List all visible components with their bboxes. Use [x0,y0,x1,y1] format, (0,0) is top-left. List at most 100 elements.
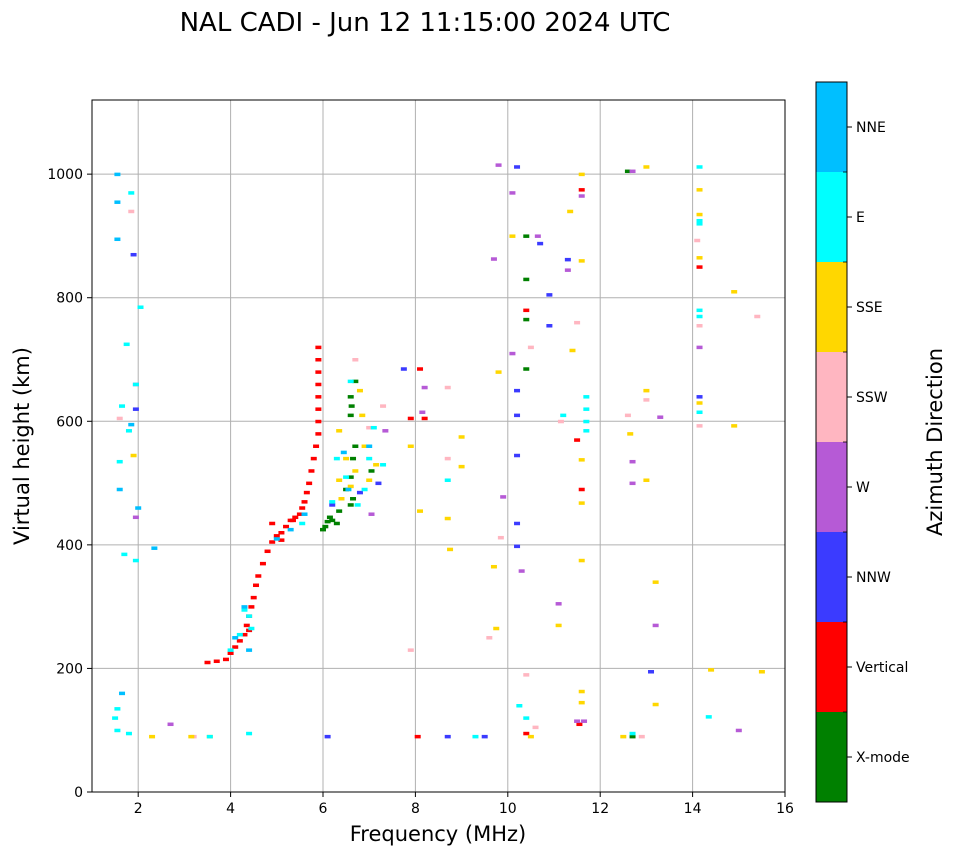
echo-point-vertical [315,419,322,424]
echo-point-x-mode [523,234,530,238]
echo-point-nnw [564,257,571,262]
echo-point-x-mode [352,444,359,448]
colorbar-swatch [816,532,847,622]
echo-point-e [523,716,530,720]
echo-point-nnw [400,367,407,371]
echo-point-nnw [514,544,521,549]
echo-point-sse [509,234,516,238]
echo-point-nne [301,512,308,516]
echo-point-sse [731,424,738,428]
echo-point-vertical [269,521,276,526]
echo-point-nnw [514,388,521,393]
echo-point-w [518,569,525,573]
echo-point-e [114,728,121,733]
echo-point-x-mode [347,475,354,479]
echo-point-vertical [264,549,271,554]
echo-point-w [652,623,659,628]
echo-point-w [132,515,139,520]
echo-point-e [132,558,139,563]
echo-point-sse [356,388,363,393]
echo-point-nne [114,200,121,204]
echo-point-vertical [578,188,585,192]
echo-point-sse [366,478,373,482]
echo-point-e [248,626,255,631]
echo-point-e [137,305,144,309]
echo-point-e [696,308,703,313]
echo-point-vertical [289,518,296,523]
echo-point-sse [731,290,738,294]
echo-point-nne [232,636,239,640]
echo-point-sse [188,734,195,739]
echo-point-e [333,456,340,461]
colorbar-label-item: W [856,480,870,496]
echo-point-vertical [299,506,306,510]
echo-point-vertical [273,534,280,538]
echo-point-x-mode [350,497,357,501]
echo-point-w [534,234,541,238]
y-axis-label: Virtual height (km) [10,347,34,545]
x-tick-label: 14 [684,801,702,817]
x-axis-ticks: 2 4 6 8 10 12 14 16 [134,792,794,817]
echo-point-nne [114,237,121,242]
echo-point-sse [696,256,703,260]
echo-point-w [382,429,389,433]
echo-point-ssw [444,456,451,461]
echo-point-vertical [306,481,313,486]
echo-point-nne [246,648,253,652]
echo-point-vertical [417,367,424,371]
echo-point-e [696,410,703,415]
echo-point-sse [578,501,585,505]
echo-point-x-mode [624,169,631,174]
echo-point-sse [361,444,368,448]
echo-point-w [509,191,516,195]
echo-point-x-mode [347,395,354,399]
echo-point-vertical [315,395,322,399]
echo-point-ssw [380,404,387,408]
echo-point-sse [555,623,562,628]
echo-point-nnw [514,521,521,526]
y-tick-label: 800 [56,291,83,307]
echo-point-e [696,314,703,319]
echo-point-vertical [222,657,229,662]
echo-point-vertical [523,731,530,736]
echo-point-ssw [638,734,645,739]
echo-point-sse [578,172,585,177]
echo-point-e [560,413,567,418]
echo-point-w [490,257,497,261]
echo-point-e [696,165,703,169]
echo-point-w [167,722,174,727]
echo-point-e [121,552,128,557]
echo-point-nnw [481,734,488,739]
echo-point-sse [696,212,703,217]
y-tick-label: 0 [74,785,83,801]
echo-point-vertical [269,540,276,544]
echo-point-vertical [255,574,262,578]
echo-point-w [368,512,375,516]
echo-point-ssw [523,673,530,677]
y-tick-label: 600 [56,414,83,430]
echo-point-sse [643,478,650,482]
echo-point-e [705,715,712,719]
echo-point-vertical [315,407,322,411]
echo-point-sse [417,509,424,513]
echo-point-w [495,163,502,167]
echo-point-sse [696,401,703,405]
echo-point-vertical [246,628,253,633]
x-tick-label: 12 [591,801,609,817]
echo-point-sse [338,497,345,501]
echo-point-sse [652,702,659,707]
echo-point-e [472,734,479,739]
echo-point-vertical [232,645,239,649]
echo-point-sse [652,580,659,584]
colorbar-swatch [816,172,847,262]
echo-point-e [583,419,590,424]
echo-point-nne [273,537,280,541]
echo-point-vertical [414,734,421,739]
x-tick-label: 16 [776,801,794,817]
echo-point-vertical [315,345,322,350]
echo-point-vertical [243,623,250,628]
echo-point-vertical [315,358,322,362]
echo-point-nne [241,605,248,609]
echo-point-x-mode [629,734,636,739]
echo-point-w [578,194,585,198]
